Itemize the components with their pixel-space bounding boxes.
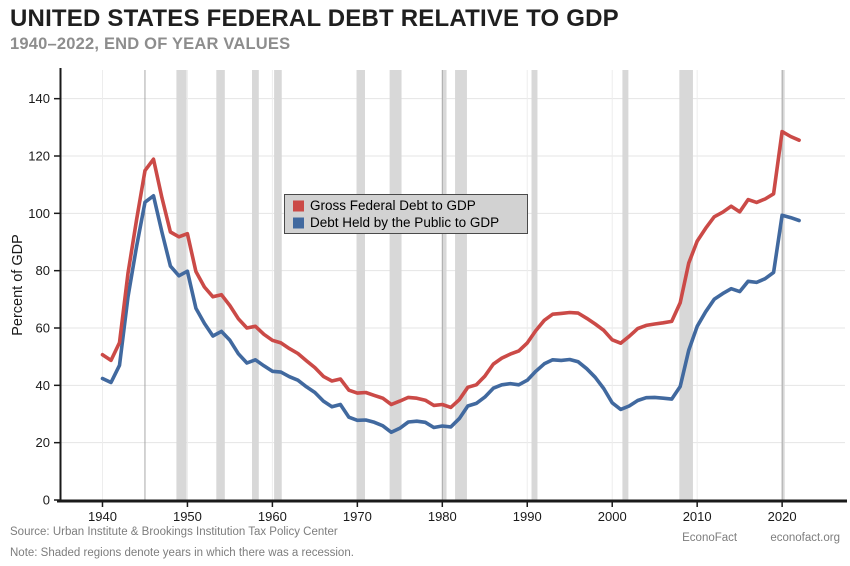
legend: Gross Federal Debt to GDP Debt Held by th…: [284, 194, 528, 234]
y-tick-label: 60: [36, 321, 50, 336]
recession-note: Note: Shaded regions denote years in whi…: [10, 547, 354, 559]
recession-bands: [176, 70, 785, 500]
x-tick-label: 2020: [768, 509, 797, 524]
legend-swatch: [293, 217, 304, 229]
series-line-gross-federal-debt-to-gdp: [100, 129, 801, 410]
x-tick-label: 2000: [598, 509, 627, 524]
recession-band: [442, 70, 447, 500]
legend-box: [284, 194, 528, 234]
y-tick-label: 140: [28, 91, 50, 106]
recession-band: [679, 70, 693, 500]
recession-band: [176, 70, 187, 500]
y-axis-label: Percent of GDP: [10, 234, 26, 336]
recession-band: [356, 70, 365, 500]
series-line-debt-held-by-the-public-to-gdp: [100, 194, 801, 435]
x-tick-label: 1990: [513, 509, 542, 524]
brand-url: econofact.org: [770, 532, 840, 544]
x-tick-label: 1960: [258, 509, 287, 524]
recession-band: [782, 70, 785, 500]
recession-band: [389, 70, 402, 500]
recession-band: [274, 70, 282, 500]
y-tick-label: 120: [28, 149, 50, 164]
page-subtitle: 1940–2022, END OF YEAR VALUES: [10, 35, 291, 53]
x-tick-label: 1940: [88, 509, 117, 524]
recession-band: [216, 70, 225, 500]
x-tick-label: 2010: [683, 509, 712, 524]
x-tick-label: 1980: [428, 509, 457, 524]
horizontal-gridlines: [60, 98, 845, 444]
recession-band: [455, 70, 467, 500]
footer-notes: Source: Urban Institute & Brookings Inst…: [10, 522, 354, 564]
y-tick-label: 20: [36, 435, 50, 450]
legend-label: Debt Held by the Public to GDP: [310, 215, 499, 230]
y-tick-labels: 0 20 40 60 80 100 120 140: [28, 91, 60, 508]
source-note: Source: Urban Institute & Brookings Inst…: [10, 526, 338, 538]
y-tick-label: 40: [36, 378, 50, 393]
y-tick-label: 0: [43, 493, 50, 508]
brand-econofact: EconoFact: [682, 532, 738, 544]
recession-band: [531, 70, 538, 500]
x-tick-labels: 1940 1950 1960 1970 1980 1990 2000 2010 2020: [88, 501, 797, 524]
series-lines: [100, 129, 801, 435]
recession-band: [622, 70, 629, 500]
x-tick-label: 1970: [343, 509, 372, 524]
footer-brand: EconoFact econofact.org: [652, 532, 840, 544]
page-title: UNITED STATES FEDERAL DEBT RELATIVE TO G…: [10, 5, 619, 32]
legend-swatch: [293, 200, 304, 212]
y-tick-label: 100: [28, 206, 50, 221]
recession-band: [252, 70, 259, 500]
legend-label: Gross Federal Debt to GDP: [310, 198, 476, 213]
y-tick-label: 80: [36, 263, 50, 278]
x-tick-label: 1950: [173, 509, 202, 524]
